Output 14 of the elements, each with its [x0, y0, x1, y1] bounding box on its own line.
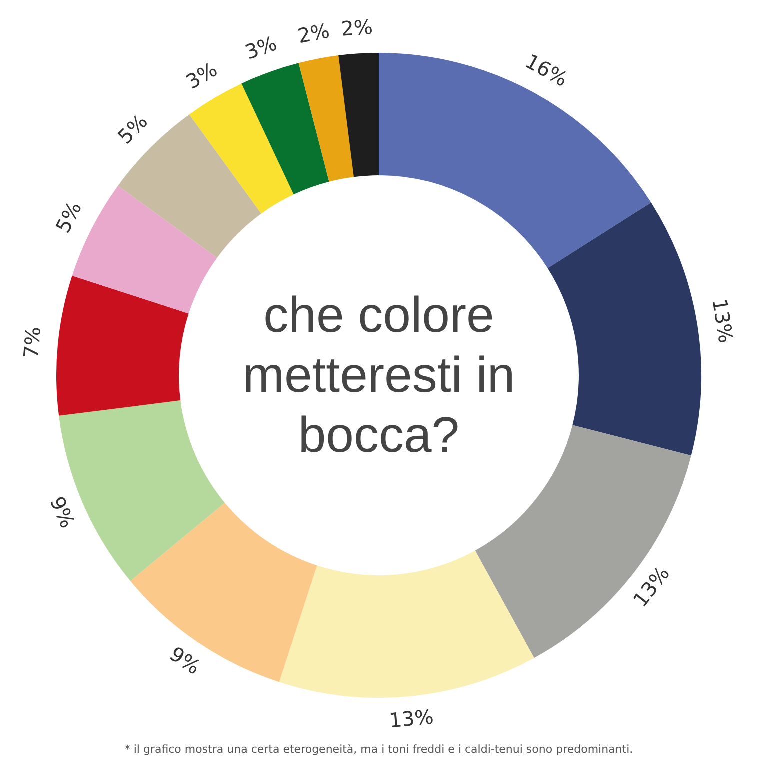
- data-label: 3%: [182, 57, 222, 94]
- data-label: 13%: [388, 704, 435, 733]
- data-label: 9%: [165, 642, 206, 680]
- data-label: 5%: [113, 110, 152, 149]
- data-label: 5%: [50, 198, 87, 237]
- data-label: 9%: [45, 493, 80, 532]
- text: * il grafico mostra una certa eterogeneità, ma i toni freddi e i caldi-tenui sono predominanti.: [124, 743, 634, 756]
- data-label: 2%: [340, 14, 374, 41]
- text: che colore metteresti in bocca?: [242, 286, 516, 465]
- data-label: 7%: [18, 326, 46, 360]
- data-label: 3%: [242, 31, 280, 64]
- data-label: 2%: [296, 18, 332, 48]
- data-label: 16%: [522, 49, 572, 92]
- data-label: 13%: [708, 297, 738, 345]
